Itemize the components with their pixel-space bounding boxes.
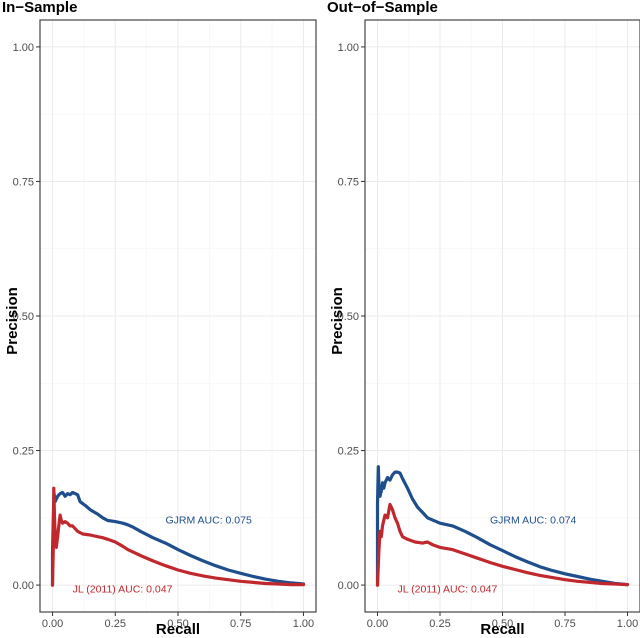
x-tick-label: 0.00 bbox=[367, 618, 388, 630]
x-tick-label: 0.75 bbox=[554, 618, 575, 630]
series-annotation-0: GJRM AUC: 0.074 bbox=[490, 514, 577, 526]
y-axis-title: Precision bbox=[4, 287, 21, 355]
plot-frame bbox=[364, 19, 640, 613]
panel-title: Out−of−Sample bbox=[327, 0, 438, 16]
x-axis-title: Recall bbox=[480, 621, 524, 638]
series-line-1 bbox=[375, 502, 630, 587]
y-tick-label: 0.00 bbox=[338, 580, 359, 592]
panel-title: In−Sample bbox=[2, 0, 77, 16]
y-tick-label: 0.25 bbox=[338, 446, 359, 458]
y-tick-label: 1.00 bbox=[13, 42, 34, 54]
series-annotation-1: JL (2011) AUC: 0.047 bbox=[73, 583, 173, 595]
x-axis-title: Recall bbox=[156, 621, 200, 638]
y-tick-label: 0.50 bbox=[13, 311, 34, 323]
x-tick-label: 0.75 bbox=[230, 618, 251, 630]
panel-in-sample: In−Sample GJRM AUC: 0.075 JL (2011) AUC: … bbox=[2, 0, 317, 638]
plot-frame bbox=[39, 19, 317, 613]
x-tick-label: 0.50 bbox=[167, 618, 188, 630]
panel-out-of-sample: Out−of−Sample GJRM AUC: 0.074 JL (2011) A… bbox=[327, 0, 640, 638]
series-line-1 bbox=[50, 486, 306, 587]
series-line-0 bbox=[50, 490, 306, 587]
y-tick-label: 0.00 bbox=[13, 580, 34, 592]
y-tick-label: 0.50 bbox=[338, 311, 359, 323]
series-line-0 bbox=[375, 465, 630, 587]
series-annotation-1: JL (2011) AUC: 0.047 bbox=[398, 583, 498, 595]
x-tick-label: 1.00 bbox=[293, 618, 314, 630]
y-tick-label: 0.25 bbox=[13, 446, 34, 458]
y-axis-title: Precision bbox=[329, 287, 346, 355]
y-tick-label: 0.75 bbox=[338, 176, 359, 188]
y-tick-label: 1.00 bbox=[338, 42, 359, 54]
x-tick-label: 1.00 bbox=[617, 618, 638, 630]
x-tick-label: 0.25 bbox=[105, 618, 126, 630]
y-tick-label: 0.75 bbox=[13, 176, 34, 188]
series-annotation-0: GJRM AUC: 0.075 bbox=[165, 514, 252, 526]
x-tick-label: 0.00 bbox=[42, 618, 63, 630]
x-tick-label: 0.50 bbox=[492, 618, 513, 630]
x-tick-label: 0.25 bbox=[429, 618, 450, 630]
